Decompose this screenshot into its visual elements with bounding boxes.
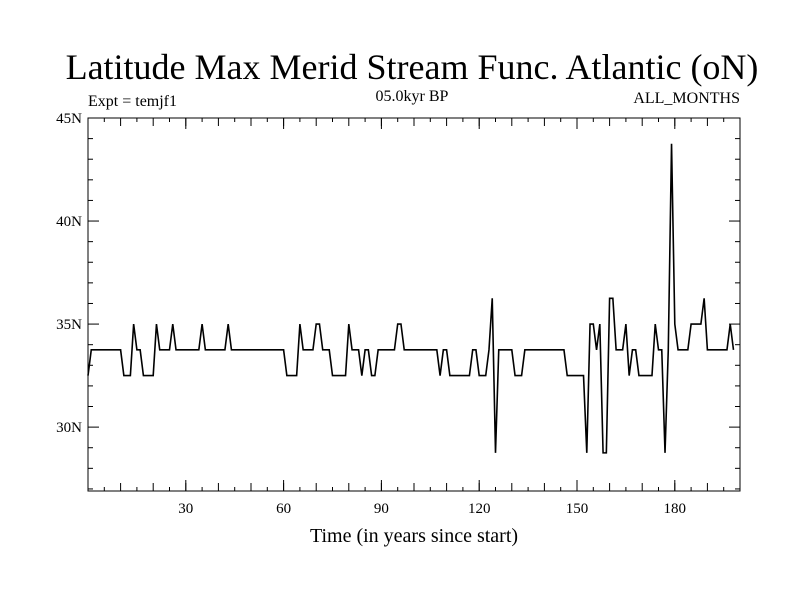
chart-title: Latitude Max Merid Stream Func. Atlantic… (66, 47, 759, 87)
y-tick-label: 30N (56, 420, 82, 436)
x-tick-label: 30 (178, 501, 193, 517)
x-tick-label: 180 (664, 501, 687, 517)
y-tick-label: 40N (56, 214, 82, 230)
series-line (87, 143, 735, 454)
y-tick-label: 45N (56, 111, 82, 127)
subtitle-left: Expt = temjf1 (88, 93, 177, 110)
series-layer (87, 143, 735, 454)
ticks-layer (88, 117, 740, 491)
tick-labels-layer: 30 60 90 120 150 180 30N 35N 40N 45N (56, 111, 686, 517)
x-tick-label: 90 (374, 501, 389, 517)
subtitle-center: 05.0kyr BP (376, 88, 449, 105)
x-axis-label: Time (in years since start) (310, 525, 518, 547)
x-tick-label: 120 (468, 501, 491, 517)
subtitle-right: ALL_MONTHS (633, 90, 740, 107)
y-tick-label: 35N (56, 317, 82, 333)
x-tick-label: 150 (566, 501, 589, 517)
plot-frame (87, 117, 741, 492)
x-tick-label: 60 (276, 501, 291, 517)
